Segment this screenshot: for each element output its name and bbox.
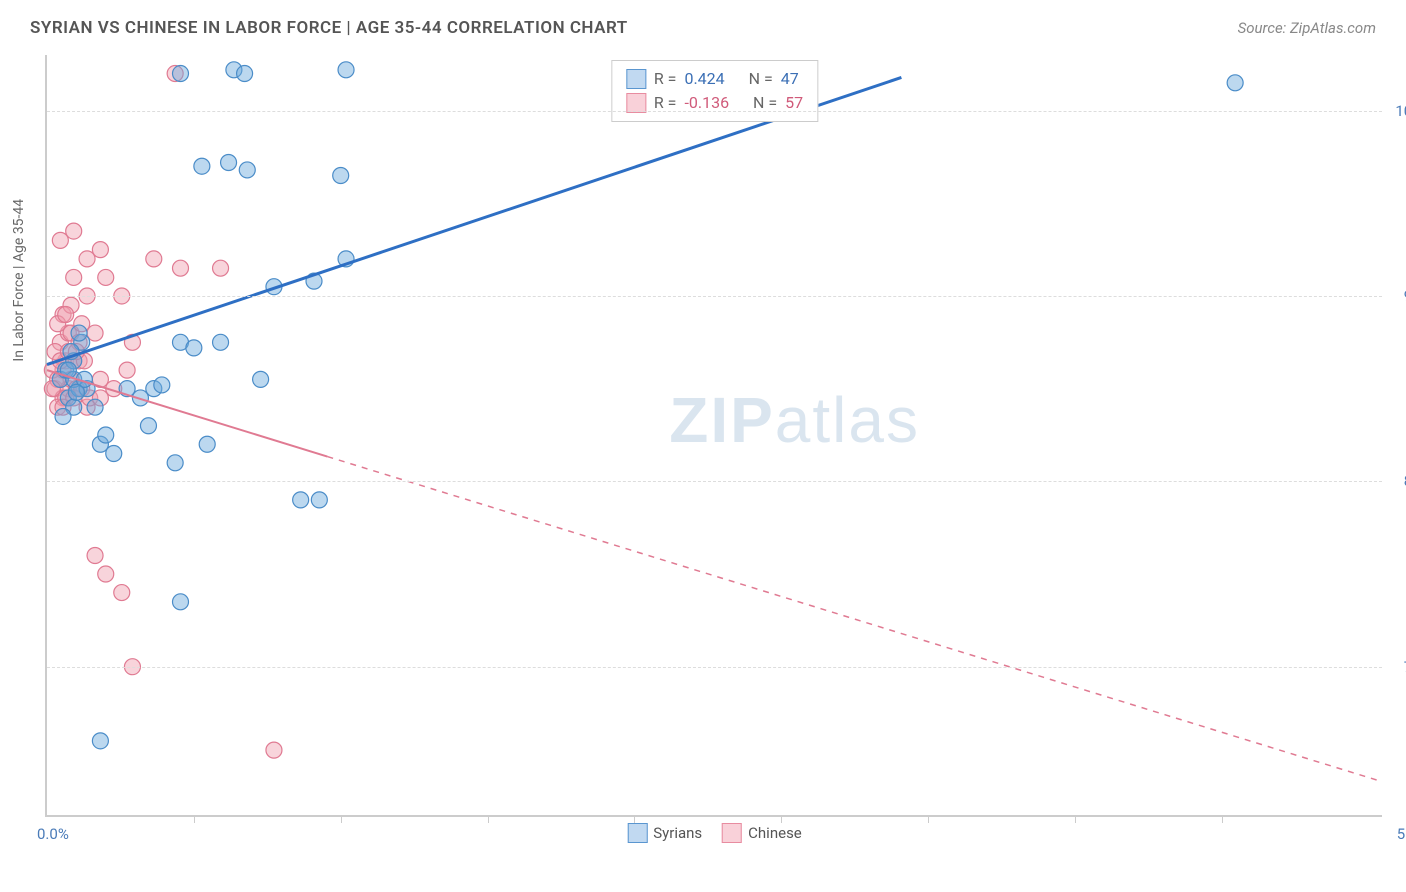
- syrians-point: [1227, 75, 1243, 91]
- legend-item-syrians: Syrians: [627, 823, 702, 843]
- legend-bottom: Syrians Chinese: [627, 823, 802, 843]
- x-tick: [634, 815, 635, 823]
- n-label: N =: [749, 67, 773, 91]
- chinese-point: [114, 585, 130, 601]
- syrians-point: [173, 66, 189, 82]
- x-tick: [488, 815, 489, 823]
- chinese-point: [98, 269, 114, 285]
- chinese-point: [98, 566, 114, 582]
- chinese-point: [87, 547, 103, 563]
- syrians-point: [140, 418, 156, 434]
- legend-item-chinese: Chinese: [722, 823, 802, 843]
- y-axis-title: In Labor Force | Age 35-44: [11, 199, 27, 362]
- syrians-swatch-icon: [626, 69, 646, 89]
- x-tick: [928, 815, 929, 823]
- syrians-r-value: 0.424: [684, 67, 724, 91]
- syrians-point: [253, 371, 269, 387]
- syrians-point: [237, 66, 253, 82]
- chart-source: Source: ZipAtlas.com: [1238, 19, 1376, 37]
- syrians-point: [98, 427, 114, 443]
- gridline-h: [47, 481, 1382, 482]
- gridline-h: [47, 667, 1382, 668]
- x-tick: [781, 815, 782, 823]
- r-label: R =: [654, 67, 677, 91]
- syrians-point: [221, 155, 237, 171]
- chart-container: In Labor Force | Age 35-44 R = 0.424 N =…: [45, 55, 1380, 815]
- syrians-point: [239, 162, 255, 178]
- x-tick: [1222, 815, 1223, 823]
- gridline-h: [47, 296, 1382, 297]
- chinese-point: [213, 260, 229, 276]
- x-tick: [194, 815, 195, 823]
- chinese-point: [146, 251, 162, 267]
- syrians-point: [213, 334, 229, 350]
- syrians-point: [199, 436, 215, 452]
- gridline-h: [47, 111, 1382, 112]
- syrians-point: [186, 340, 202, 356]
- chinese-regression-line-dashed: [327, 457, 1382, 782]
- syrians-point: [92, 733, 108, 749]
- syrians-point: [333, 167, 349, 183]
- plot-area: In Labor Force | Age 35-44 R = 0.424 N =…: [45, 55, 1382, 817]
- chart-title: SYRIAN VS CHINESE IN LABOR FORCE | AGE 3…: [30, 18, 628, 38]
- chinese-point: [173, 260, 189, 276]
- syrians-point: [293, 492, 309, 508]
- syrians-point: [167, 455, 183, 471]
- chinese-legend-swatch-icon: [722, 823, 742, 843]
- x-tick: [341, 815, 342, 823]
- x-axis-max-label: 50.0%: [1397, 825, 1406, 843]
- syrians-point: [71, 325, 87, 341]
- correlation-stats-box: R = 0.424 N = 47 R = -0.136 N = 57: [611, 60, 818, 122]
- syrians-n-value: 47: [781, 67, 799, 91]
- syrians-point: [194, 158, 210, 174]
- syrians-legend-label: Syrians: [653, 824, 702, 842]
- syrians-point: [311, 492, 327, 508]
- syrians-legend-swatch-icon: [627, 823, 647, 843]
- syrians-point: [106, 446, 122, 462]
- chinese-point: [66, 269, 82, 285]
- x-axis-min-label: 0.0%: [37, 825, 69, 843]
- syrians-point: [68, 384, 84, 400]
- syrians-point: [173, 594, 189, 610]
- syrians-point: [55, 408, 71, 424]
- syrians-point: [154, 377, 170, 393]
- chinese-point: [119, 362, 135, 378]
- scatter-plot-svg: [47, 55, 1382, 815]
- syrians-point: [87, 399, 103, 415]
- x-tick: [1075, 815, 1076, 823]
- chinese-point: [92, 242, 108, 258]
- chinese-legend-label: Chinese: [748, 824, 802, 842]
- chinese-point: [266, 742, 282, 758]
- chinese-point: [66, 223, 82, 239]
- chinese-point: [58, 307, 74, 323]
- syrians-point: [338, 62, 354, 78]
- stats-row-syrians: R = 0.424 N = 47: [626, 67, 803, 91]
- y-tick-label: 100.0%: [1395, 102, 1406, 120]
